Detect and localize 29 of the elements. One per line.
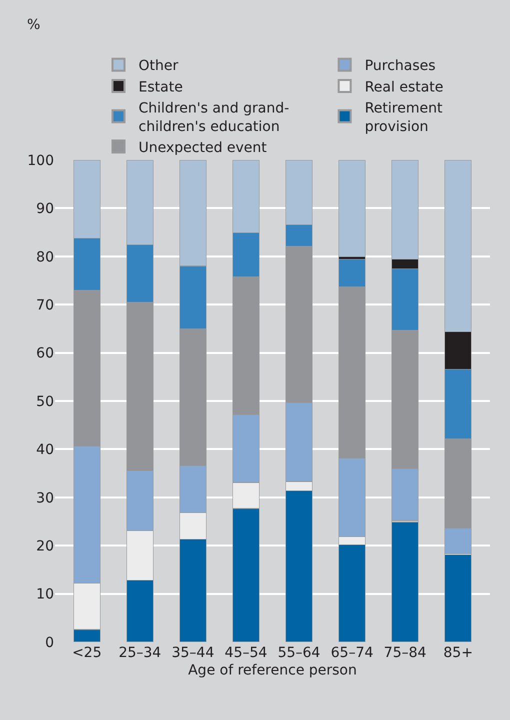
legend-label: Real estate [364, 79, 444, 96]
legend-label: Estate [138, 79, 183, 96]
legend-label: Purchases [364, 58, 436, 74]
legend-label: Other [138, 58, 178, 74]
legend-label: Unexpected event [138, 140, 268, 156]
x-tick-label: 45–54 [224, 645, 268, 661]
x-tick-label: 55–64 [278, 645, 320, 661]
x-tick-label: 85+ [443, 645, 473, 661]
y-tick-label: 30 [36, 490, 54, 506]
y-tick-label: 20 [36, 538, 54, 554]
bar [338, 160, 366, 258]
y-tick-label: 40 [36, 442, 54, 458]
y-tick-label: 50 [36, 394, 54, 410]
x-tick-label: 35–44 [172, 645, 214, 661]
x-tick-label: <25 [72, 645, 102, 661]
y-tick-label: 90 [36, 201, 54, 218]
legend-label: Children's and grand-children's education [138, 100, 290, 135]
y-tick-label: 100 [27, 152, 54, 169]
x-axis-title: Age of reference person [188, 662, 357, 678]
x-tick-label: 65–74 [330, 645, 374, 661]
y-tick-label: 70 [36, 298, 54, 314]
y-tick-label: 0 [45, 634, 54, 651]
y-tick-label: 80 [36, 249, 54, 266]
x-tick-label: 25–34 [118, 645, 162, 661]
y-tick-label: 10 [36, 586, 54, 603]
y-tick-label: 60 [36, 346, 54, 362]
x-tick-label: 75–84 [384, 645, 427, 661]
text: % [27, 17, 40, 33]
legend-label: Retirement provision [364, 100, 443, 135]
